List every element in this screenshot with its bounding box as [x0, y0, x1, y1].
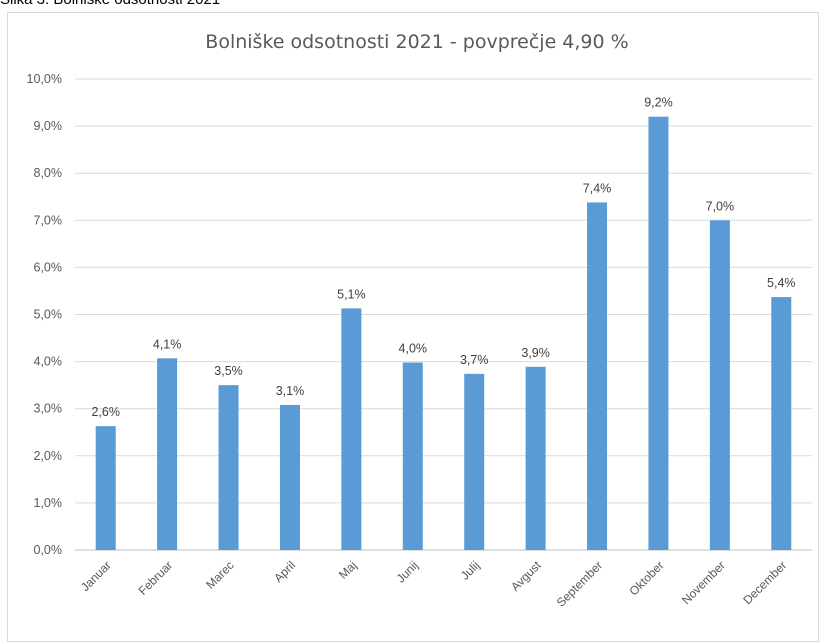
bar-september: [587, 202, 608, 551]
bar-maj: [341, 308, 362, 550]
data-label: 5,1%: [337, 287, 366, 301]
y-tick-label: 8,0%: [34, 166, 63, 180]
gridlines: [75, 78, 812, 551]
x-tick-label: Julij: [458, 558, 483, 583]
data-label: 3,7%: [460, 353, 489, 367]
data-label: 4,0%: [399, 342, 428, 356]
bar-oktober: [648, 116, 669, 551]
data-label: 5,4%: [767, 276, 796, 290]
bar-april: [279, 404, 300, 550]
x-tick-label: Februar: [136, 558, 176, 598]
data-label: 3,1%: [276, 384, 305, 398]
bars: [95, 116, 792, 551]
x-tick-label: Maj: [336, 558, 360, 582]
y-axis-ticks: 0,0% 1,0% 2,0% 3,0% 4,0% 5,0% 6,0% 7,0% 8,0% 9,0%…: [27, 72, 62, 557]
data-label: 4,1%: [153, 337, 182, 351]
data-label: 9,2%: [644, 96, 673, 110]
bar-februar: [157, 358, 178, 550]
data-label: 3,9%: [521, 346, 550, 360]
x-tick-label: November: [679, 558, 728, 607]
bar-julij: [464, 373, 485, 550]
x-tick-label: Junij: [394, 558, 421, 585]
y-tick-label: 6,0%: [34, 260, 63, 274]
x-tick-label: Oktober: [626, 558, 666, 598]
x-tick-label: September: [554, 558, 605, 609]
bar-junij: [402, 362, 423, 550]
bar-november: [709, 220, 730, 551]
x-tick-label: Avgust: [508, 558, 544, 594]
bar-marec: [218, 385, 239, 550]
y-tick-label: 4,0%: [34, 355, 63, 369]
data-label: 3,5%: [214, 364, 243, 378]
y-tick-label: 3,0%: [34, 402, 63, 416]
data-label: 7,4%: [583, 181, 612, 195]
x-tick-label: April: [271, 558, 298, 585]
y-tick-label: 0,0%: [34, 543, 63, 557]
y-tick-label: 2,0%: [34, 449, 63, 463]
data-labels: 2,6% 4,1% 3,5% 3,1% 5,1% 4,0% 3,7% 3,9% 7,4% 9,2%…: [91, 96, 795, 419]
chart-title: Bolniške odsotnosti 2021 - povprečje 4,9…: [205, 31, 628, 53]
bar-avgust: [525, 366, 546, 550]
figure-caption: Slika 3: Bolniške odsotnosti 2021: [0, 0, 220, 8]
y-tick-label: 10,0%: [27, 72, 62, 86]
x-tick-label: Marec: [203, 558, 236, 591]
data-label: 2,6%: [91, 405, 120, 419]
x-tick-label: Januar: [78, 558, 114, 594]
y-tick-label: 7,0%: [34, 213, 63, 227]
bar-chart: Bolniške odsotnosti 2021 - povprečje 4,9…: [27, 31, 812, 610]
bar-januar: [95, 426, 116, 550]
x-tick-label: December: [740, 558, 789, 607]
x-axis-labels: Januar Februar Marec April Maj Junij Julij Avgu…: [78, 558, 789, 610]
y-tick-label: 1,0%: [34, 496, 63, 510]
data-label: 7,0%: [706, 199, 735, 213]
y-tick-label: 9,0%: [34, 119, 63, 133]
y-tick-label: 5,0%: [34, 308, 63, 322]
bar-december: [771, 297, 792, 550]
